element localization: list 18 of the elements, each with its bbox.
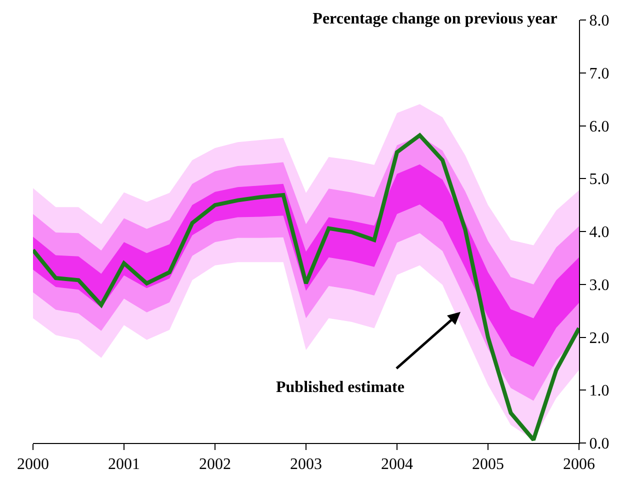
- x-tick-label: 2003: [290, 456, 322, 474]
- x-tick-label: 2004: [381, 456, 413, 474]
- x-tick-label: 2006: [563, 456, 595, 474]
- y-tick-label: 6.0: [589, 118, 610, 136]
- y-tick-label: 3.0: [589, 276, 610, 294]
- y-tick-label: 1.0: [589, 382, 610, 400]
- x-tick-label: 2005: [472, 456, 504, 474]
- x-tick-label: 2002: [199, 456, 231, 474]
- annotation: Published estimate: [276, 379, 404, 396]
- y-tick-label: 7.0: [589, 65, 610, 82]
- y-tick-label: 2.0: [589, 330, 610, 347]
- x-tick-label: 2000: [17, 456, 49, 474]
- y-tick-label: 8.0: [589, 12, 610, 30]
- x-tick-label: 2001: [108, 456, 140, 474]
- y-tick-label: 4.0: [589, 224, 610, 242]
- y-tick-label: 5.0: [589, 171, 610, 188]
- y-tick-label: 0.0: [589, 436, 610, 453]
- chart-title: Percentage change on previous year: [312, 10, 558, 28]
